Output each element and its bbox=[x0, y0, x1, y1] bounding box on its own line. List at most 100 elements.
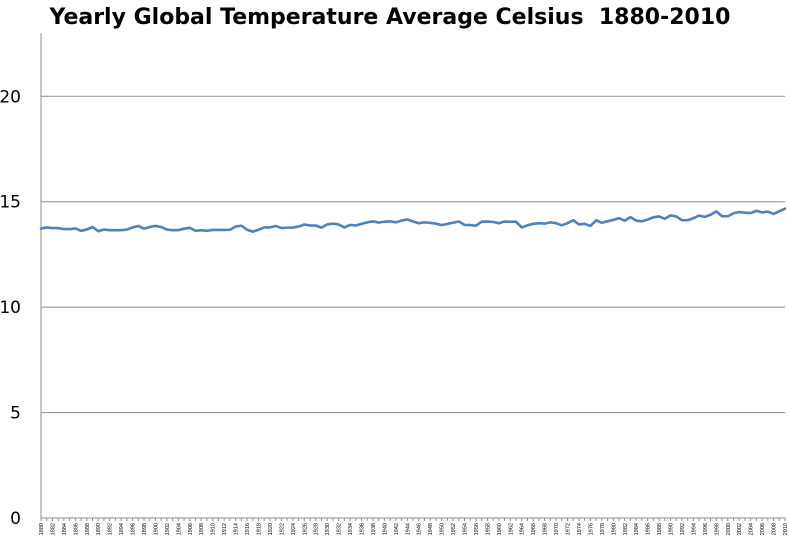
data-point bbox=[154, 225, 157, 227]
data-point bbox=[85, 228, 88, 231]
data-point bbox=[532, 222, 535, 225]
y-tick-label: 20 bbox=[0, 87, 21, 107]
data-point bbox=[80, 229, 82, 232]
data-point bbox=[486, 220, 489, 223]
x-tick-label: 1994 bbox=[691, 523, 697, 535]
data-point bbox=[74, 227, 77, 230]
data-point bbox=[343, 226, 346, 229]
data-point bbox=[595, 219, 598, 222]
x-tick-label: 2002 bbox=[737, 523, 743, 535]
data-point bbox=[772, 213, 775, 215]
data-point bbox=[394, 221, 397, 224]
data-point bbox=[440, 224, 443, 227]
data-point bbox=[698, 214, 701, 217]
data-point bbox=[429, 221, 432, 224]
data-point bbox=[40, 227, 42, 230]
data-point bbox=[663, 217, 666, 220]
x-tick-label: 1886 bbox=[73, 523, 79, 535]
data-point bbox=[377, 221, 380, 224]
data-point bbox=[600, 221, 603, 224]
series-layer bbox=[39, 207, 787, 233]
x-tick-label: 1962 bbox=[508, 523, 514, 535]
data-point bbox=[658, 215, 660, 218]
data-point bbox=[423, 221, 426, 224]
data-point bbox=[578, 223, 580, 226]
data-point bbox=[555, 222, 557, 225]
data-point bbox=[549, 221, 552, 224]
data-point bbox=[715, 210, 718, 213]
x-tick-label: 2000 bbox=[726, 523, 732, 535]
x-tick-label: 1932 bbox=[337, 523, 343, 535]
x-tick-label: 1934 bbox=[348, 523, 354, 535]
y-tick-label: 0 bbox=[10, 509, 21, 529]
data-point bbox=[148, 226, 151, 228]
x-tick-label: 1892 bbox=[108, 523, 114, 535]
y-tick-label: 5 bbox=[10, 404, 21, 424]
data-point bbox=[297, 225, 300, 228]
x-tick-label: 1958 bbox=[485, 523, 491, 535]
x-tick-label: 2006 bbox=[760, 523, 766, 535]
x-tick-label: 2004 bbox=[749, 523, 755, 535]
data-point bbox=[406, 218, 409, 221]
data-point bbox=[417, 222, 420, 225]
x-tick-label: 1922 bbox=[279, 523, 285, 535]
data-point bbox=[206, 229, 208, 232]
data-point bbox=[681, 219, 683, 222]
data-point bbox=[269, 226, 271, 229]
data-point bbox=[309, 224, 311, 227]
x-tick-label: 1960 bbox=[497, 523, 503, 535]
data-point bbox=[240, 224, 243, 227]
data-point bbox=[480, 220, 483, 223]
x-tick-label: 1956 bbox=[474, 523, 480, 535]
data-point bbox=[703, 215, 706, 218]
data-point bbox=[331, 222, 334, 225]
x-tick-label: 1980 bbox=[611, 523, 617, 535]
data-point bbox=[194, 229, 197, 232]
data-point bbox=[280, 227, 283, 229]
x-tick-label: 1942 bbox=[394, 523, 400, 535]
x-tick-label: 1926 bbox=[302, 523, 308, 535]
data-point bbox=[246, 228, 248, 231]
x-tick-label: 1888 bbox=[85, 523, 91, 535]
data-point bbox=[125, 228, 128, 231]
x-tick-label: 2010 bbox=[783, 523, 789, 535]
data-point bbox=[646, 218, 649, 221]
x-tick-label: 1952 bbox=[451, 523, 457, 535]
data-point bbox=[263, 226, 266, 229]
x-tick-label: 1964 bbox=[520, 523, 526, 535]
data-point bbox=[635, 219, 638, 222]
data-point bbox=[251, 230, 254, 233]
data-point bbox=[166, 228, 168, 231]
x-tick-label: 1896 bbox=[131, 523, 137, 535]
data-point bbox=[583, 222, 586, 225]
x-tick-label: 1974 bbox=[577, 523, 583, 535]
data-point bbox=[761, 211, 764, 214]
data-point bbox=[784, 207, 786, 210]
data-point bbox=[469, 224, 472, 227]
data-point bbox=[492, 221, 495, 223]
x-tick-label: 1918 bbox=[256, 523, 262, 535]
x-tick-label: 1904 bbox=[176, 523, 182, 535]
x-tick-label: 1920 bbox=[268, 523, 274, 535]
data-point bbox=[400, 219, 403, 222]
x-tick-label: 1970 bbox=[554, 523, 560, 535]
data-point bbox=[560, 224, 563, 227]
data-point bbox=[62, 228, 65, 231]
data-point bbox=[383, 220, 386, 223]
data-point bbox=[217, 229, 220, 231]
data-point bbox=[188, 226, 191, 229]
data-point bbox=[732, 212, 735, 215]
data-point bbox=[160, 226, 163, 228]
data-point bbox=[497, 222, 500, 225]
data-point bbox=[515, 220, 517, 223]
data-point bbox=[45, 226, 48, 229]
data-point bbox=[618, 217, 620, 220]
data-point bbox=[314, 224, 317, 227]
data-point bbox=[652, 216, 655, 219]
data-point bbox=[612, 218, 615, 221]
x-tick-label: 1898 bbox=[142, 523, 148, 535]
x-tick-label: 1938 bbox=[371, 523, 377, 535]
gridlines bbox=[41, 95, 785, 414]
data-point bbox=[257, 228, 260, 231]
x-tick-label: 1986 bbox=[646, 523, 652, 535]
